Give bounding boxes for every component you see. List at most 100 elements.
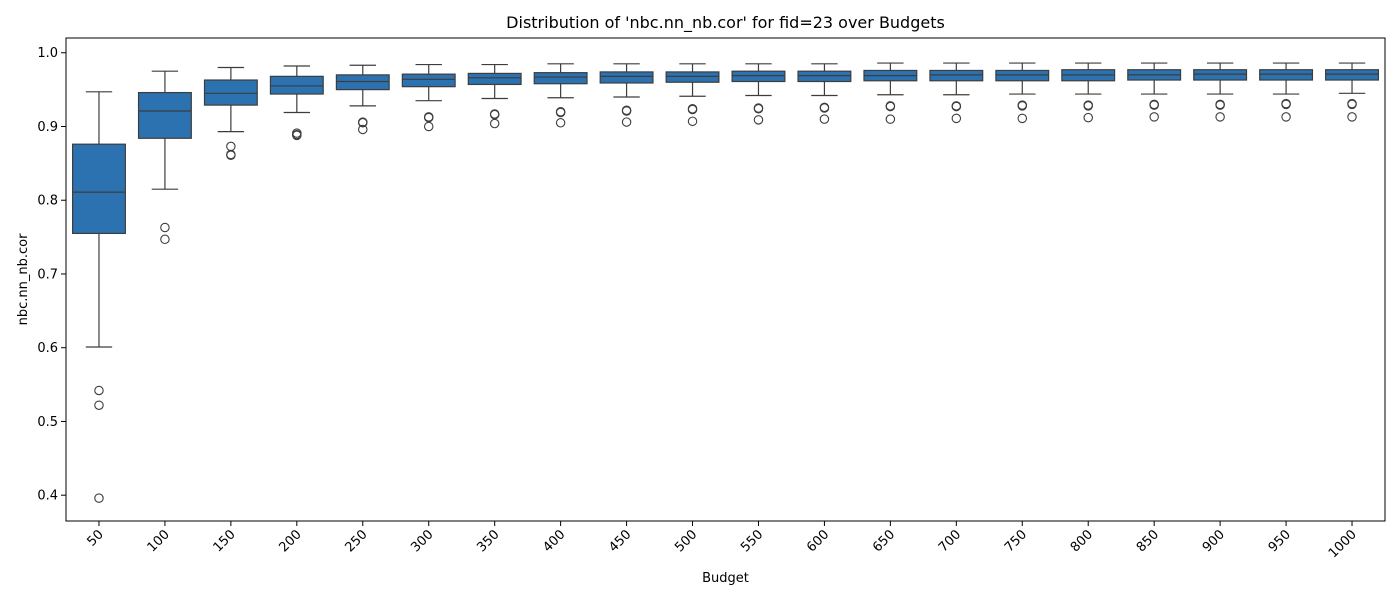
box-group-700 <box>929 62 984 124</box>
x-tick-label: 150 <box>211 527 239 555</box>
outlier-point <box>1017 101 1028 111</box>
box-iqr <box>1325 69 1380 81</box>
outlier-point <box>489 118 500 129</box>
x-axis: 50 100 150 200 250 300 350 400 450 500 550 600 650 70… <box>84 521 1360 561</box>
outlier-point <box>160 234 170 245</box>
box-group-350 <box>467 63 522 129</box>
outlier-point <box>1149 100 1159 110</box>
x-tick-label: 800 <box>1068 527 1096 555</box>
outlier-point <box>1215 112 1225 122</box>
plot-frame <box>65 37 1386 522</box>
outlier-point <box>292 130 302 141</box>
x-tick-label: 900 <box>1200 527 1228 555</box>
box-iqr <box>731 70 786 83</box>
outlier-point <box>1083 112 1093 123</box>
outlier-point <box>1083 101 1093 111</box>
x-tick-label: 400 <box>540 527 568 555</box>
x-tick-label: 250 <box>342 527 370 555</box>
box-iqr <box>665 71 720 83</box>
box-group-900 <box>1193 62 1248 122</box>
box-group-500 <box>665 63 720 127</box>
x-tick-label: 1000 <box>1326 527 1360 561</box>
outlier-point <box>1281 99 1291 110</box>
box-group-250 <box>335 64 390 135</box>
box-group-100 <box>137 70 192 245</box>
chart-title: Distribution of 'nbc.nn_nb.cor' for fid=… <box>506 13 945 33</box>
outlier-point <box>555 118 566 128</box>
box-group-400 <box>533 63 588 128</box>
outlier-point <box>819 103 830 113</box>
x-tick-label: 700 <box>936 527 964 555</box>
x-tick-label: 450 <box>606 527 634 555</box>
y-tick-label: 0.9 <box>37 120 58 135</box>
outlier-point <box>1347 99 1357 110</box>
outlier-point <box>1281 112 1291 122</box>
outlier-point <box>94 493 104 503</box>
outlier-point <box>819 114 830 124</box>
box-iqr <box>71 143 126 235</box>
outlier-point <box>94 385 104 396</box>
x-tick-label: 550 <box>738 527 766 555</box>
box-iqr <box>797 70 852 83</box>
box-iqr <box>467 72 522 86</box>
box-group-300 <box>401 63 456 132</box>
x-tick-label: 650 <box>870 527 898 555</box>
box-group-50 <box>71 91 126 503</box>
box-group-600 <box>797 63 852 124</box>
box-group-950 <box>1259 62 1314 122</box>
outlier-point <box>226 141 236 152</box>
outlier-point <box>687 104 698 115</box>
box-group-450 <box>599 63 654 127</box>
outlier-point <box>358 118 368 128</box>
plot-area <box>71 62 1380 503</box>
outlier-point <box>1149 112 1159 122</box>
box-group-750 <box>995 62 1050 124</box>
outlier-point <box>1347 112 1357 122</box>
outlier-point <box>423 121 434 132</box>
y-tick-label: 0.6 <box>37 341 58 356</box>
box-iqr <box>401 73 456 88</box>
y-tick-label: 0.4 <box>37 489 58 504</box>
outlier-point <box>885 101 896 112</box>
y-tick-label: 0.5 <box>37 415 58 430</box>
outlier-point <box>753 115 764 125</box>
outlier-point <box>226 150 236 160</box>
x-tick-label: 50 <box>84 527 106 549</box>
outlier-point <box>1215 100 1225 110</box>
x-tick-label: 950 <box>1266 527 1294 555</box>
outlier-point <box>1017 113 1028 124</box>
outlier-point <box>885 114 896 124</box>
outlier-point <box>621 117 632 127</box>
y-tick-label: 0.7 <box>37 267 58 282</box>
x-tick-label: 600 <box>804 527 832 555</box>
box-iqr <box>1259 69 1314 81</box>
box-iqr <box>335 74 390 91</box>
box-iqr <box>929 69 984 82</box>
box-group-200 <box>269 65 324 141</box>
box-group-150 <box>203 66 258 160</box>
x-tick-label: 500 <box>672 527 700 555</box>
box-iqr <box>1193 69 1248 81</box>
box-iqr <box>203 79 258 106</box>
box-group-850 <box>1127 62 1182 122</box>
box-iqr <box>137 91 192 139</box>
outlier-point <box>753 104 764 114</box>
box-iqr <box>995 69 1050 82</box>
y-tick-label: 0.8 <box>37 194 58 209</box>
box-group-550 <box>731 63 786 125</box>
outlier-point <box>94 400 104 410</box>
x-tick-label: 300 <box>408 527 436 555</box>
y-axis-title: nbc.nn_nb.cor <box>16 233 31 325</box>
box-iqr <box>599 71 654 84</box>
outlier-point <box>555 107 566 118</box>
box-group-1000 <box>1325 62 1380 122</box>
y-axis: 0.4 0.5 0.6 0.7 0.8 0.9 1.0 <box>37 46 66 504</box>
outlier-point <box>687 116 698 127</box>
box-iqr <box>533 72 588 85</box>
box-group-650 <box>863 62 918 124</box>
x-tick-label: 850 <box>1134 527 1162 555</box>
x-axis-title: Budget <box>702 571 749 586</box>
outlier-point <box>358 124 368 135</box>
